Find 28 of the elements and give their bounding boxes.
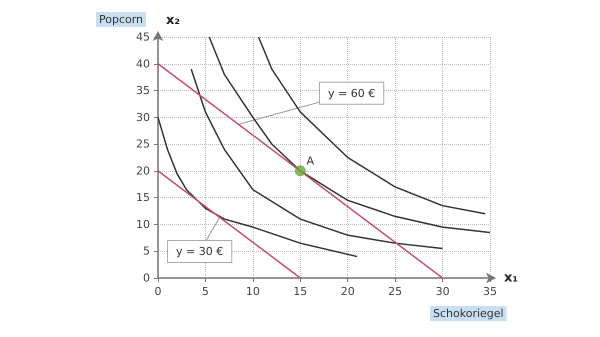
annotation: A (306, 154, 315, 168)
x-tick-label: 10 (246, 285, 260, 298)
y-tick-label: 0 (143, 272, 150, 284)
y-axis-title: x₂ (166, 13, 180, 28)
x-tick-label: 25 (388, 285, 402, 298)
y-tick-label: 25 (136, 138, 150, 151)
y-tick-label: 15 (136, 191, 150, 204)
line-series (157, 116, 358, 258)
line-series (258, 36, 486, 214)
y-tick-label: 5 (143, 244, 150, 258)
text: Schokoriegel (433, 307, 504, 320)
text: Popcorn (99, 13, 144, 26)
line-series (208, 36, 491, 234)
y-tick-label: 20 (136, 164, 150, 178)
x-tick-label: 35 (483, 285, 497, 298)
x-tick-label: 30 (436, 285, 450, 298)
y-tick-label: 40 (136, 57, 150, 70)
annotation: y = 60 € (328, 86, 376, 100)
x-tick-label: 20 (340, 285, 355, 298)
annotation: y = 30 € (176, 244, 224, 258)
x-tick-label: 0 (154, 285, 162, 298)
x-tick-label: 5 (202, 285, 209, 298)
y-tick-label: 35 (136, 84, 150, 98)
y-tick-label: 45 (136, 30, 150, 44)
y-tick-label: 30 (136, 110, 150, 124)
y-tick-label: 10 (136, 218, 150, 231)
x-axis-title: x₁ (504, 270, 518, 286)
x-tick-label: 15 (293, 285, 308, 298)
